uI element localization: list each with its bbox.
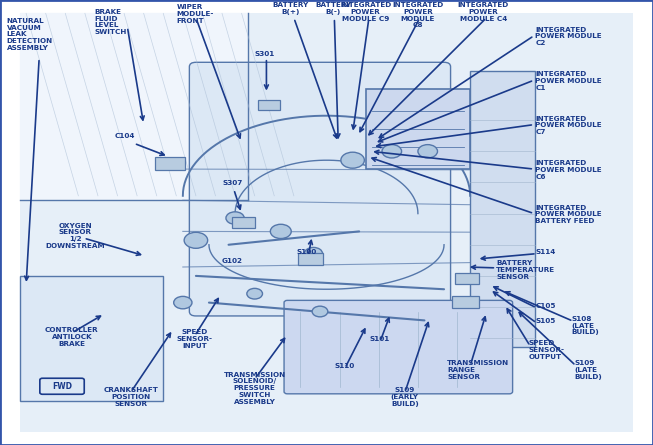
Circle shape bbox=[312, 306, 328, 317]
FancyBboxPatch shape bbox=[189, 62, 451, 316]
Text: CRANKSHAFT
POSITION
SENSOR: CRANKSHAFT POSITION SENSOR bbox=[103, 387, 158, 407]
Text: INTEGRATED
POWER
MODULE C9: INTEGRATED POWER MODULE C9 bbox=[340, 2, 391, 22]
Text: INTEGRATED
POWER MODULE
C1: INTEGRATED POWER MODULE C1 bbox=[535, 71, 602, 91]
Circle shape bbox=[418, 145, 438, 158]
FancyBboxPatch shape bbox=[40, 378, 84, 394]
FancyBboxPatch shape bbox=[20, 276, 163, 400]
FancyBboxPatch shape bbox=[284, 300, 513, 394]
Text: S110: S110 bbox=[334, 363, 355, 368]
Polygon shape bbox=[20, 13, 248, 200]
FancyBboxPatch shape bbox=[470, 71, 535, 347]
Text: INTEGRATED
POWER MODULE
C7: INTEGRATED POWER MODULE C7 bbox=[535, 116, 602, 135]
Text: INTEGRATED
POWER MODULE
BATTERY FEED: INTEGRATED POWER MODULE BATTERY FEED bbox=[535, 205, 602, 224]
FancyBboxPatch shape bbox=[452, 296, 479, 308]
Text: S109
(EARLY
BUILD): S109 (EARLY BUILD) bbox=[391, 387, 419, 407]
Circle shape bbox=[184, 232, 208, 248]
Text: INTEGRATED
POWER MODULE
C6: INTEGRATED POWER MODULE C6 bbox=[535, 160, 602, 180]
Text: G102: G102 bbox=[221, 258, 242, 264]
Text: OXYGEN
SENSOR
1/2
DOWNSTREAM: OXYGEN SENSOR 1/2 DOWNSTREAM bbox=[45, 222, 105, 249]
Text: BRAKE
FLUID
LEVEL
SWITCH: BRAKE FLUID LEVEL SWITCH bbox=[95, 9, 127, 35]
Text: TRANSMISSION
RANGE
SENSOR: TRANSMISSION RANGE SENSOR bbox=[447, 360, 509, 380]
FancyBboxPatch shape bbox=[298, 253, 323, 265]
Text: S101: S101 bbox=[370, 336, 390, 342]
Text: WIPER
MODULE-
FRONT: WIPER MODULE- FRONT bbox=[176, 4, 214, 24]
Text: S114: S114 bbox=[535, 249, 556, 255]
Text: SPEED
SENSOR-
INPUT: SPEED SENSOR- INPUT bbox=[176, 329, 213, 349]
Text: S307: S307 bbox=[222, 180, 243, 186]
Text: C105: C105 bbox=[535, 303, 556, 308]
Text: INTEGRATED
POWER
MODULE C4: INTEGRATED POWER MODULE C4 bbox=[458, 2, 509, 22]
Text: BATTERY
B(-): BATTERY B(-) bbox=[315, 2, 351, 15]
Text: TRANSMISSION
SOLENOID/
PRESSURE
SWITCH
ASSEMBLY: TRANSMISSION SOLENOID/ PRESSURE SWITCH A… bbox=[223, 372, 286, 405]
Text: S105: S105 bbox=[535, 318, 556, 324]
Text: INTEGRATED
POWER
MODULE
C8: INTEGRATED POWER MODULE C8 bbox=[392, 2, 443, 28]
Text: FWD: FWD bbox=[52, 382, 72, 391]
Circle shape bbox=[247, 288, 263, 299]
Circle shape bbox=[304, 247, 323, 260]
Text: S108
(LATE
BUILD): S108 (LATE BUILD) bbox=[571, 316, 599, 336]
Circle shape bbox=[270, 224, 291, 239]
Circle shape bbox=[226, 212, 244, 224]
Text: SPEED
SENSOR-
OUTPUT: SPEED SENSOR- OUTPUT bbox=[529, 340, 565, 360]
Text: C104: C104 bbox=[114, 134, 135, 139]
FancyBboxPatch shape bbox=[232, 217, 255, 228]
FancyBboxPatch shape bbox=[155, 157, 185, 170]
Text: NATURAL
VACUUM
LEAK
DETECTION
ASSEMBLY: NATURAL VACUUM LEAK DETECTION ASSEMBLY bbox=[7, 18, 53, 51]
Circle shape bbox=[382, 145, 402, 158]
Text: S109
(LATE
BUILD): S109 (LATE BUILD) bbox=[575, 360, 602, 380]
Text: S100: S100 bbox=[296, 249, 317, 255]
Text: S301: S301 bbox=[254, 51, 275, 57]
Text: INTEGRATED
POWER MODULE
C2: INTEGRATED POWER MODULE C2 bbox=[535, 27, 602, 46]
FancyBboxPatch shape bbox=[455, 273, 479, 284]
Text: CONTROLLER
ANTILOCK
BRAKE: CONTROLLER ANTILOCK BRAKE bbox=[45, 327, 99, 347]
FancyBboxPatch shape bbox=[258, 100, 280, 110]
FancyBboxPatch shape bbox=[20, 13, 633, 432]
FancyBboxPatch shape bbox=[366, 89, 470, 169]
Circle shape bbox=[341, 152, 364, 168]
Text: BATTERY
TEMPERATURE
SENSOR: BATTERY TEMPERATURE SENSOR bbox=[496, 260, 556, 280]
Text: BATTERY
B(+): BATTERY B(+) bbox=[272, 2, 309, 15]
Circle shape bbox=[174, 296, 192, 309]
